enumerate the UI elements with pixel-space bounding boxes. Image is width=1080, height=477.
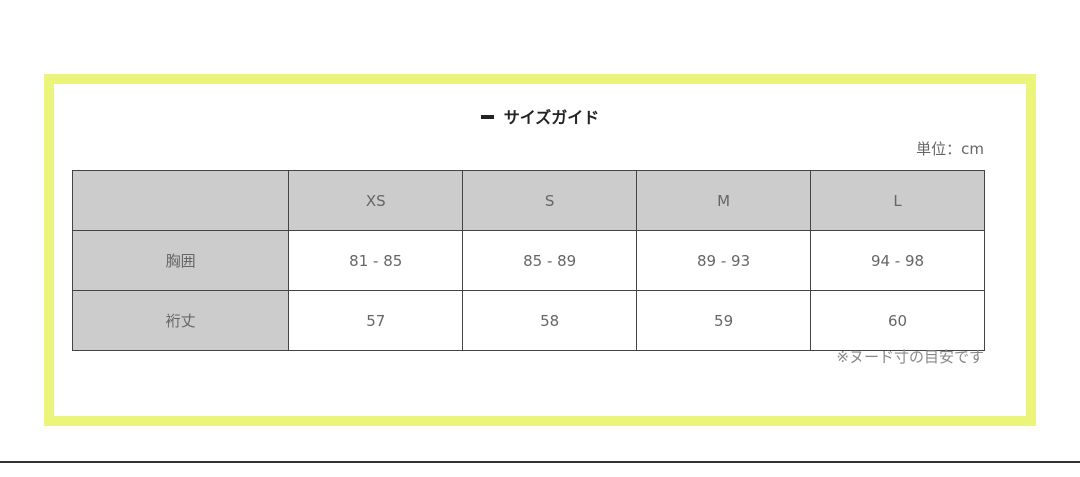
table-cell: 58 xyxy=(462,290,638,351)
header-cell xyxy=(71,170,290,231)
unit-label: 単位：cm xyxy=(916,140,984,158)
table-cell: 89 - 93 xyxy=(636,230,812,291)
row-label: 裄丈 xyxy=(71,290,290,351)
size-table: XS S M L 胸囲 81 - 85 85 - 89 89 - 93 94 -… xyxy=(71,170,985,351)
header-cell: L xyxy=(810,170,985,231)
table-row: 裄丈 57 58 59 60 xyxy=(71,290,985,351)
header-cell: XS xyxy=(288,170,464,231)
table-cell: 60 xyxy=(810,290,985,351)
header-cell: M xyxy=(636,170,812,231)
divider xyxy=(0,461,1080,463)
size-guide-title: サイズガイド xyxy=(0,104,1080,128)
row-label: 胸囲 xyxy=(71,230,290,291)
footnote: ※ヌード寸の目安です xyxy=(836,348,984,366)
title-text: サイズガイド xyxy=(503,108,600,127)
dash-icon xyxy=(480,114,494,119)
table-cell: 57 xyxy=(288,290,464,351)
table-cell: 94 - 98 xyxy=(810,230,985,291)
table-cell: 85 - 89 xyxy=(462,230,638,291)
table-cell: 59 xyxy=(636,290,812,351)
table-cell: 81 - 85 xyxy=(288,230,464,291)
table-header-row: XS S M L xyxy=(71,170,985,231)
table-row: 胸囲 81 - 85 85 - 89 89 - 93 94 - 98 xyxy=(71,230,985,291)
header-cell: S xyxy=(462,170,638,231)
